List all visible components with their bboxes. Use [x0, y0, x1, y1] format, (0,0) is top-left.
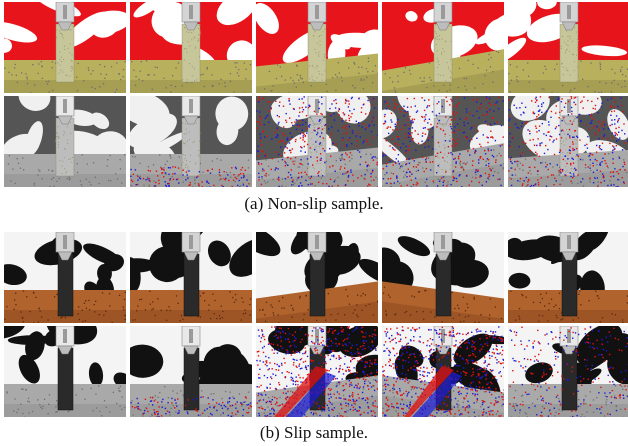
nonslip-event-frame-3: [256, 96, 378, 187]
slip-event-frame-3: [256, 326, 378, 417]
slip-event-frame-3-image: [256, 326, 378, 417]
caption-nonslip: (a) Non-slip sample.: [244, 194, 384, 213]
nonslip-event-frame-5: [508, 96, 628, 187]
nonslip-rgb-frame-4-image: [382, 2, 504, 93]
nonslip-rgb-frame-1-image: [4, 2, 126, 93]
nonslip-rgb-frame-5-image: [508, 2, 628, 93]
nonslip-event-frame-4: [382, 96, 504, 187]
slip-event-frame-1: [4, 326, 126, 417]
slip-rgb-frame-3: [256, 232, 378, 323]
nonslip-rgb-frame-5: [508, 2, 628, 93]
slip-rgb-frame-4: [382, 232, 504, 323]
slip-event-frame-1-image: [4, 326, 126, 417]
nonslip-rgb-frame-2-image: [130, 2, 252, 93]
slip-event-frame-4-image: [382, 326, 504, 417]
slip-event-frame-2-image: [130, 326, 252, 417]
slip-rgb-frame-4-image: [382, 232, 504, 323]
nonslip-event-frame-2: [130, 96, 252, 187]
slip-rgb-frame-1: [4, 232, 126, 323]
nonslip-event-frame-1-image: [4, 96, 126, 187]
slip-event-frame-2: [130, 326, 252, 417]
caption-slip: (b) Slip sample.: [259, 423, 369, 442]
slip-event-frame-5: [508, 326, 628, 417]
nonslip-event-frame-5-image: [508, 96, 628, 187]
nonslip-rgb-frame-3: [256, 2, 378, 93]
slip-event-frame-5-image: [508, 326, 628, 417]
slip-rgb-frame-1-image: [4, 232, 126, 323]
slip-rgb-frame-3-image: [256, 232, 378, 323]
nonslip-rgb-frame-4: [382, 2, 504, 93]
nonslip-event-frame-3-image: [256, 96, 378, 187]
slip-rgb-frame-5-image: [508, 232, 628, 323]
slip-rgb-frame-2-image: [130, 232, 252, 323]
nonslip-event-frame-1: [4, 96, 126, 187]
nonslip-event-frame-2-image: [130, 96, 252, 187]
nonslip-event-frame-4-image: [382, 96, 504, 187]
slip-rgb-frame-2: [130, 232, 252, 323]
slip-event-frame-4: [382, 326, 504, 417]
nonslip-rgb-frame-3-image: [256, 2, 378, 93]
nonslip-rgb-frame-1: [4, 2, 126, 93]
slip-rgb-frame-5: [508, 232, 628, 323]
nonslip-rgb-frame-2: [130, 2, 252, 93]
